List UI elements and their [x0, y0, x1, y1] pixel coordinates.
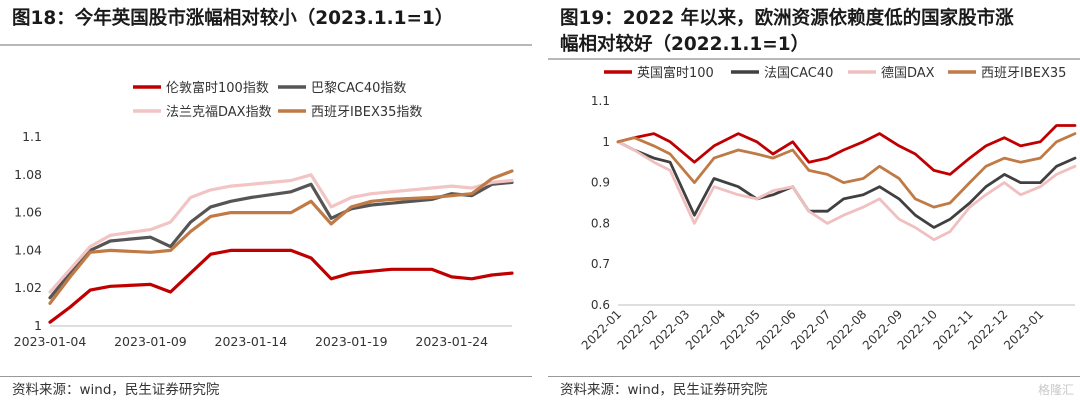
x-tick-label: 2023-01-19 [315, 334, 388, 349]
x-tick-label: 2023-01-09 [114, 334, 187, 349]
title-divider [548, 58, 1080, 60]
source-note-right: 资料来源：wind，民生证券研究院 [560, 382, 768, 398]
y-tick-label: 1.08 [14, 167, 42, 182]
legend-label: 伦敦富时100指数 [166, 80, 269, 96]
chart-title-right-line2: 幅相对较好（2022.1.1=1） [560, 34, 810, 55]
source-divider [0, 376, 532, 377]
x-tick-label: 2023-01-24 [415, 334, 488, 349]
series-line-4 [48, 169, 514, 305]
source-divider [548, 376, 1080, 377]
x-tick-label: 2023-01-14 [215, 334, 288, 349]
title-divider [0, 44, 532, 46]
x-tick-label: 2023-01 [1001, 307, 1046, 352]
legend-item-4: 西班牙IBEX35指数 [278, 105, 422, 120]
x-tick-label: 2023-01-04 [14, 334, 87, 349]
series-line-4 [616, 132, 1077, 209]
legend-item-3: 法兰克福DAX指数 [133, 105, 272, 120]
legend-item-1: 英国富时100 [604, 65, 714, 81]
legend-label: 德国DAX [881, 66, 935, 81]
series-line-1 [616, 124, 1077, 176]
y-tick-label: 1 [34, 318, 42, 333]
y-tick-label: 1.02 [14, 280, 42, 295]
legend-label: 西班牙IBEX35 [981, 66, 1066, 81]
chart-panel-right: 图19：2022 年以来，欧洲资源依赖度低的国家股市涨 幅相对较好（2022.1… [548, 0, 1080, 402]
chart-title-right-line1: 图19：2022 年以来，欧洲资源依赖度低的国家股市涨 [560, 8, 1014, 29]
series-line-2 [48, 180, 514, 300]
legend-label: 西班牙IBEX35指数 [311, 105, 422, 120]
legend-item-3: 德国DAX [848, 66, 935, 81]
y-tick-label: 0.6 [591, 298, 610, 312]
source-note-left: 资料来源：wind，民生证券研究院 [12, 382, 220, 398]
y-tick-label: 1 [602, 135, 610, 149]
legend-item-1: 伦敦富时100指数 [133, 80, 269, 96]
series-line-3 [48, 173, 514, 294]
y-tick-label: 1.06 [14, 205, 42, 220]
chart-panel-left: 图18：今年英国股市涨幅相对较小（2023.1.1=1） 1 1.02 1.04 1.… [0, 0, 532, 402]
y-tick-label: 1.1 [591, 94, 610, 108]
series-line-1 [48, 248, 514, 324]
series-line-3 [616, 140, 1077, 242]
chart-title-right: 图19：2022 年以来，欧洲资源依赖度低的国家股市涨 幅相对较好（2022.1… [560, 6, 1072, 58]
y-tick-label: 0.9 [591, 176, 610, 190]
legend-label: 法国CAC40 [764, 66, 833, 81]
y-tick-label: 0.7 [591, 257, 610, 271]
legend-label: 巴黎CAC40指数 [311, 81, 406, 96]
line-chart-right: 0.60.70.80.911.12022-012022-022022-03202… [579, 65, 1077, 353]
y-tick-label: 1.1 [22, 129, 42, 144]
legend-label: 英国富时100 [637, 65, 714, 81]
legend-item-2: 巴黎CAC40指数 [278, 81, 406, 96]
chart-title-left: 图18：今年英国股市涨幅相对较小（2023.1.1=1） [12, 8, 454, 29]
y-tick-label: 1.04 [14, 242, 42, 257]
legend-label: 法兰克福DAX指数 [166, 105, 272, 120]
line-chart-left: 1 1.02 1.04 1.06 1.08 1.1 2023-01-04 2023-01-09… [14, 80, 514, 349]
legend-item-4: 西班牙IBEX35 [948, 66, 1066, 81]
watermark-logo: 格隆汇 [1037, 383, 1074, 397]
series-line-2 [616, 140, 1077, 229]
legend-item-2: 法国CAC40 [731, 66, 833, 81]
y-tick-label: 0.8 [591, 216, 610, 230]
